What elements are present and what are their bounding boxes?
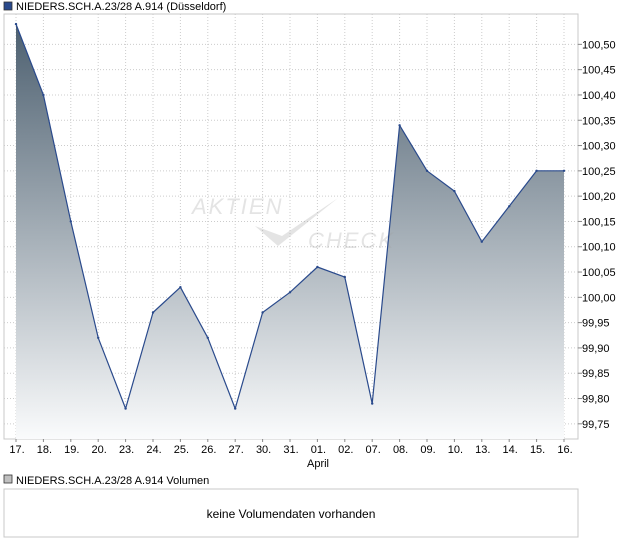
area-layer (16, 24, 564, 439)
volume-no-data-text: keine Volumendaten vorhanden (207, 507, 376, 521)
x-tick-label: 15. (530, 444, 545, 456)
x-tick-label: 07. (366, 444, 381, 456)
data-point (562, 169, 566, 172)
x-tick-label: 16. (557, 444, 572, 456)
x-tick-label: 17. (9, 444, 24, 456)
price-legend-label: NIEDERS.SCH.A.23/28 A.914 (Düsseldorf) (16, 1, 226, 13)
volume-legend-swatch (3, 474, 13, 484)
x-tick-label: 26. (201, 444, 216, 456)
data-point (371, 402, 374, 405)
data-point (124, 407, 127, 410)
y-tick-label: 100,15 (582, 216, 616, 228)
x-tick-label: 13. (475, 444, 490, 456)
y-tick-label: 100,05 (582, 267, 616, 279)
watermark-text-check: CHECK (308, 228, 395, 253)
series-area (16, 24, 564, 439)
watermark-checkmark-icon (255, 198, 338, 246)
data-point (453, 189, 456, 193)
x-tick-label: 25. (174, 444, 189, 456)
data-point (234, 407, 237, 410)
y-tick-label: 100,20 (582, 191, 616, 203)
y-tick-label: 99,75 (582, 419, 610, 431)
data-point (508, 205, 511, 208)
data-point (14, 22, 18, 26)
x-tick-label: 31. (283, 444, 298, 456)
data-point (480, 240, 483, 243)
x-tick-label: 23. (119, 444, 134, 456)
x-tick-label: 27. (229, 444, 244, 456)
y-tick-label: 100,35 (582, 115, 616, 127)
volume-legend-label: NIEDERS.SCH.A.23/28 A.914 Volumen (16, 475, 209, 487)
watermark: AKTIEN CHECK (190, 194, 395, 253)
data-point (206, 336, 209, 339)
data-point (398, 124, 401, 127)
watermark-text-aktien: AKTIEN (190, 194, 283, 219)
y-tick-label: 100,50 (582, 39, 616, 51)
x-tick-label: 18. (37, 444, 52, 456)
y-tick-label: 99,85 (582, 368, 610, 380)
x-tick-label: 01. (311, 444, 326, 456)
x-tick-label: 20. (92, 444, 107, 456)
month-label: April (307, 458, 329, 470)
y-tick-label: 100,10 (582, 242, 616, 254)
y-tick-label: 99,95 (582, 318, 610, 330)
x-tick-label: 09. (420, 444, 435, 456)
price-legend-swatch (3, 1, 13, 11)
data-point (425, 169, 429, 172)
y-tick-label: 99,80 (582, 394, 610, 406)
data-point (69, 220, 73, 223)
x-tick-label: 08. (393, 444, 408, 456)
data-point (261, 311, 264, 314)
data-point (288, 291, 292, 294)
y-tick-label: 100,45 (582, 65, 616, 77)
x-tick-label: 10. (448, 444, 463, 456)
data-point (42, 93, 45, 97)
data-point (179, 286, 182, 289)
volume-panel (3, 488, 579, 538)
data-point (535, 169, 538, 172)
x-tick-label: 02. (338, 444, 353, 456)
x-tick-label: 30. (256, 444, 271, 456)
x-tick-label: 14. (503, 444, 518, 456)
x-tick-label: 19. (64, 444, 79, 456)
y-tick-label: 100,25 (582, 166, 616, 178)
y-tick-label: 100,30 (582, 141, 616, 153)
y-tick-label: 100,00 (582, 292, 616, 304)
data-point (316, 265, 319, 269)
y-tick-label: 100,40 (582, 90, 616, 102)
x-tick-label: 24. (146, 444, 161, 456)
data-point (151, 311, 155, 314)
x-axis-ticks: 17. 18. 19. 20. 23. 24. 25. 26. 27. 30. 31. 01. 02. 0… (9, 439, 573, 456)
y-tick-label: 99,90 (582, 343, 610, 355)
line-layer (14, 22, 566, 410)
data-point (343, 275, 346, 279)
y-axis-ticks: 100,50 100,45 100,40 100,35 100,30 100,25 100,… (578, 39, 616, 431)
data-point (97, 336, 100, 339)
